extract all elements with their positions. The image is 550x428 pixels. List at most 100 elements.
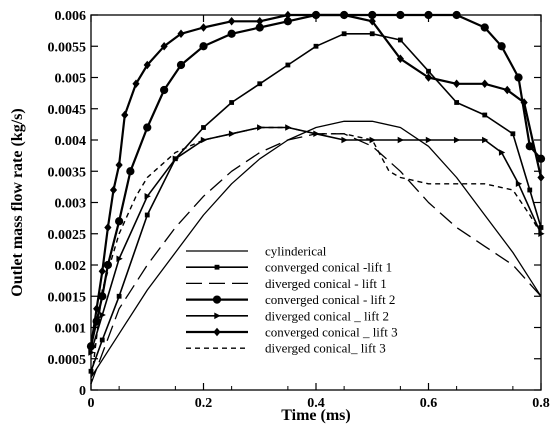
- circle-marker: [103, 260, 112, 270]
- series-line: [90, 126, 542, 384]
- circle-marker: [126, 167, 135, 176]
- diamond-marker: [199, 23, 208, 32]
- diamond-marker: [520, 98, 528, 107]
- circle-marker: [480, 23, 489, 32]
- square-marker: [257, 81, 263, 87]
- diamond-marker: [396, 54, 404, 63]
- circle-marker: [176, 60, 186, 70]
- circle-marker: [283, 17, 292, 26]
- circle-marker: [536, 154, 546, 163]
- triangle-marker: [200, 136, 208, 144]
- y-tick-label: 0.002: [55, 259, 87, 274]
- x-tick-label: 0.2: [195, 396, 213, 411]
- diamond-marker: [109, 185, 118, 195]
- x-tick-label: 0: [88, 396, 95, 411]
- legend-label: converged conical - lift 2: [265, 292, 395, 307]
- triangle-marker: [515, 180, 523, 188]
- diamond-marker: [340, 10, 348, 20]
- y-tick-label: 0.001: [55, 322, 87, 337]
- square-marker: [426, 68, 431, 74]
- diamond-marker: [228, 17, 236, 26]
- triangle-marker: [144, 192, 151, 200]
- triangle-marker: [482, 136, 489, 144]
- legend-label: diverged conical_ lift 3: [265, 341, 386, 356]
- circle-marker: [227, 29, 236, 38]
- triangle-marker: [425, 136, 433, 144]
- y-tick-label: 0.0025: [48, 228, 87, 243]
- diamond-marker: [481, 79, 489, 88]
- square-marker: [538, 225, 544, 230]
- circle-marker: [396, 10, 405, 20]
- y-tick-label: 0: [79, 384, 86, 399]
- legend-label: diverged conical _ lift 2: [265, 308, 389, 323]
- diamond-marker: [87, 342, 95, 351]
- square-marker: [510, 131, 516, 137]
- square-marker: [214, 264, 220, 270]
- square-marker: [397, 37, 403, 43]
- diamond-marker: [132, 79, 140, 88]
- diamond-marker: [284, 10, 292, 20]
- series-2: [88, 31, 544, 374]
- diamond-marker: [93, 304, 101, 313]
- series-layer: [86, 10, 546, 385]
- diamond-marker: [121, 110, 129, 120]
- diamond-marker: [143, 60, 151, 70]
- axes: 0 0.2 0.4 0.6 0.8 0 0.0005 0.001 0.0015 0.002 0.00…: [48, 9, 550, 411]
- legend-label: diverged conical - lift 1: [265, 276, 387, 291]
- series-4: [86, 10, 546, 351]
- square-marker: [88, 368, 94, 374]
- diamond-marker: [98, 267, 106, 276]
- circle-marker: [212, 295, 222, 304]
- x-axis-title: Time (ms): [281, 407, 350, 424]
- circle-marker: [497, 42, 506, 51]
- diamond-marker: [213, 327, 221, 337]
- triangle-marker: [88, 349, 95, 356]
- circle-marker: [115, 217, 124, 226]
- y-tick-label: 0.0055: [48, 40, 87, 55]
- y-tick-label: 0.006: [55, 9, 87, 24]
- series-line: [90, 120, 542, 378]
- diamond-marker: [104, 223, 112, 232]
- square-marker: [482, 112, 488, 118]
- triangle-marker: [341, 136, 348, 144]
- triangle-marker: [369, 136, 376, 144]
- diamond-marker: [424, 73, 433, 82]
- circle-marker: [98, 292, 107, 301]
- series-7: [90, 126, 542, 384]
- circle-marker: [514, 73, 523, 82]
- legend-label: cylinderical: [265, 244, 327, 259]
- diamond-marker: [453, 79, 461, 88]
- x-tick-label: 0.4: [307, 396, 325, 411]
- triangle-marker: [397, 136, 404, 144]
- square-marker: [369, 31, 375, 37]
- triangle-marker: [228, 130, 236, 138]
- diamond-marker: [115, 160, 123, 170]
- circle-marker: [160, 85, 169, 95]
- triangle-marker: [453, 136, 461, 144]
- diamond-marker: [368, 17, 376, 26]
- square-marker: [116, 293, 122, 299]
- triangle-marker: [498, 149, 506, 156]
- square-marker: [144, 212, 150, 218]
- y-axis-title: Outlet mass flow rate (kg/s): [9, 108, 26, 296]
- circle-marker: [143, 123, 152, 132]
- circle-marker: [255, 23, 264, 32]
- triangle-marker: [99, 311, 106, 319]
- triangle-marker: [214, 312, 221, 320]
- legend-label: converged conical _ lift 3: [265, 325, 398, 340]
- series-6: [87, 10, 545, 351]
- x-tick-label: 0.6: [420, 396, 438, 411]
- y-tick-label: 0.0035: [48, 165, 87, 180]
- diamond-marker: [537, 173, 545, 182]
- diamond-marker: [160, 42, 168, 51]
- square-marker: [99, 337, 105, 343]
- circle-marker: [424, 10, 433, 20]
- x-tick-label: 0.8: [532, 396, 550, 411]
- triangle-marker: [116, 255, 123, 263]
- circle-marker: [368, 10, 377, 20]
- square-marker: [201, 125, 206, 130]
- series-1: [90, 120, 542, 378]
- circle-marker: [525, 142, 534, 151]
